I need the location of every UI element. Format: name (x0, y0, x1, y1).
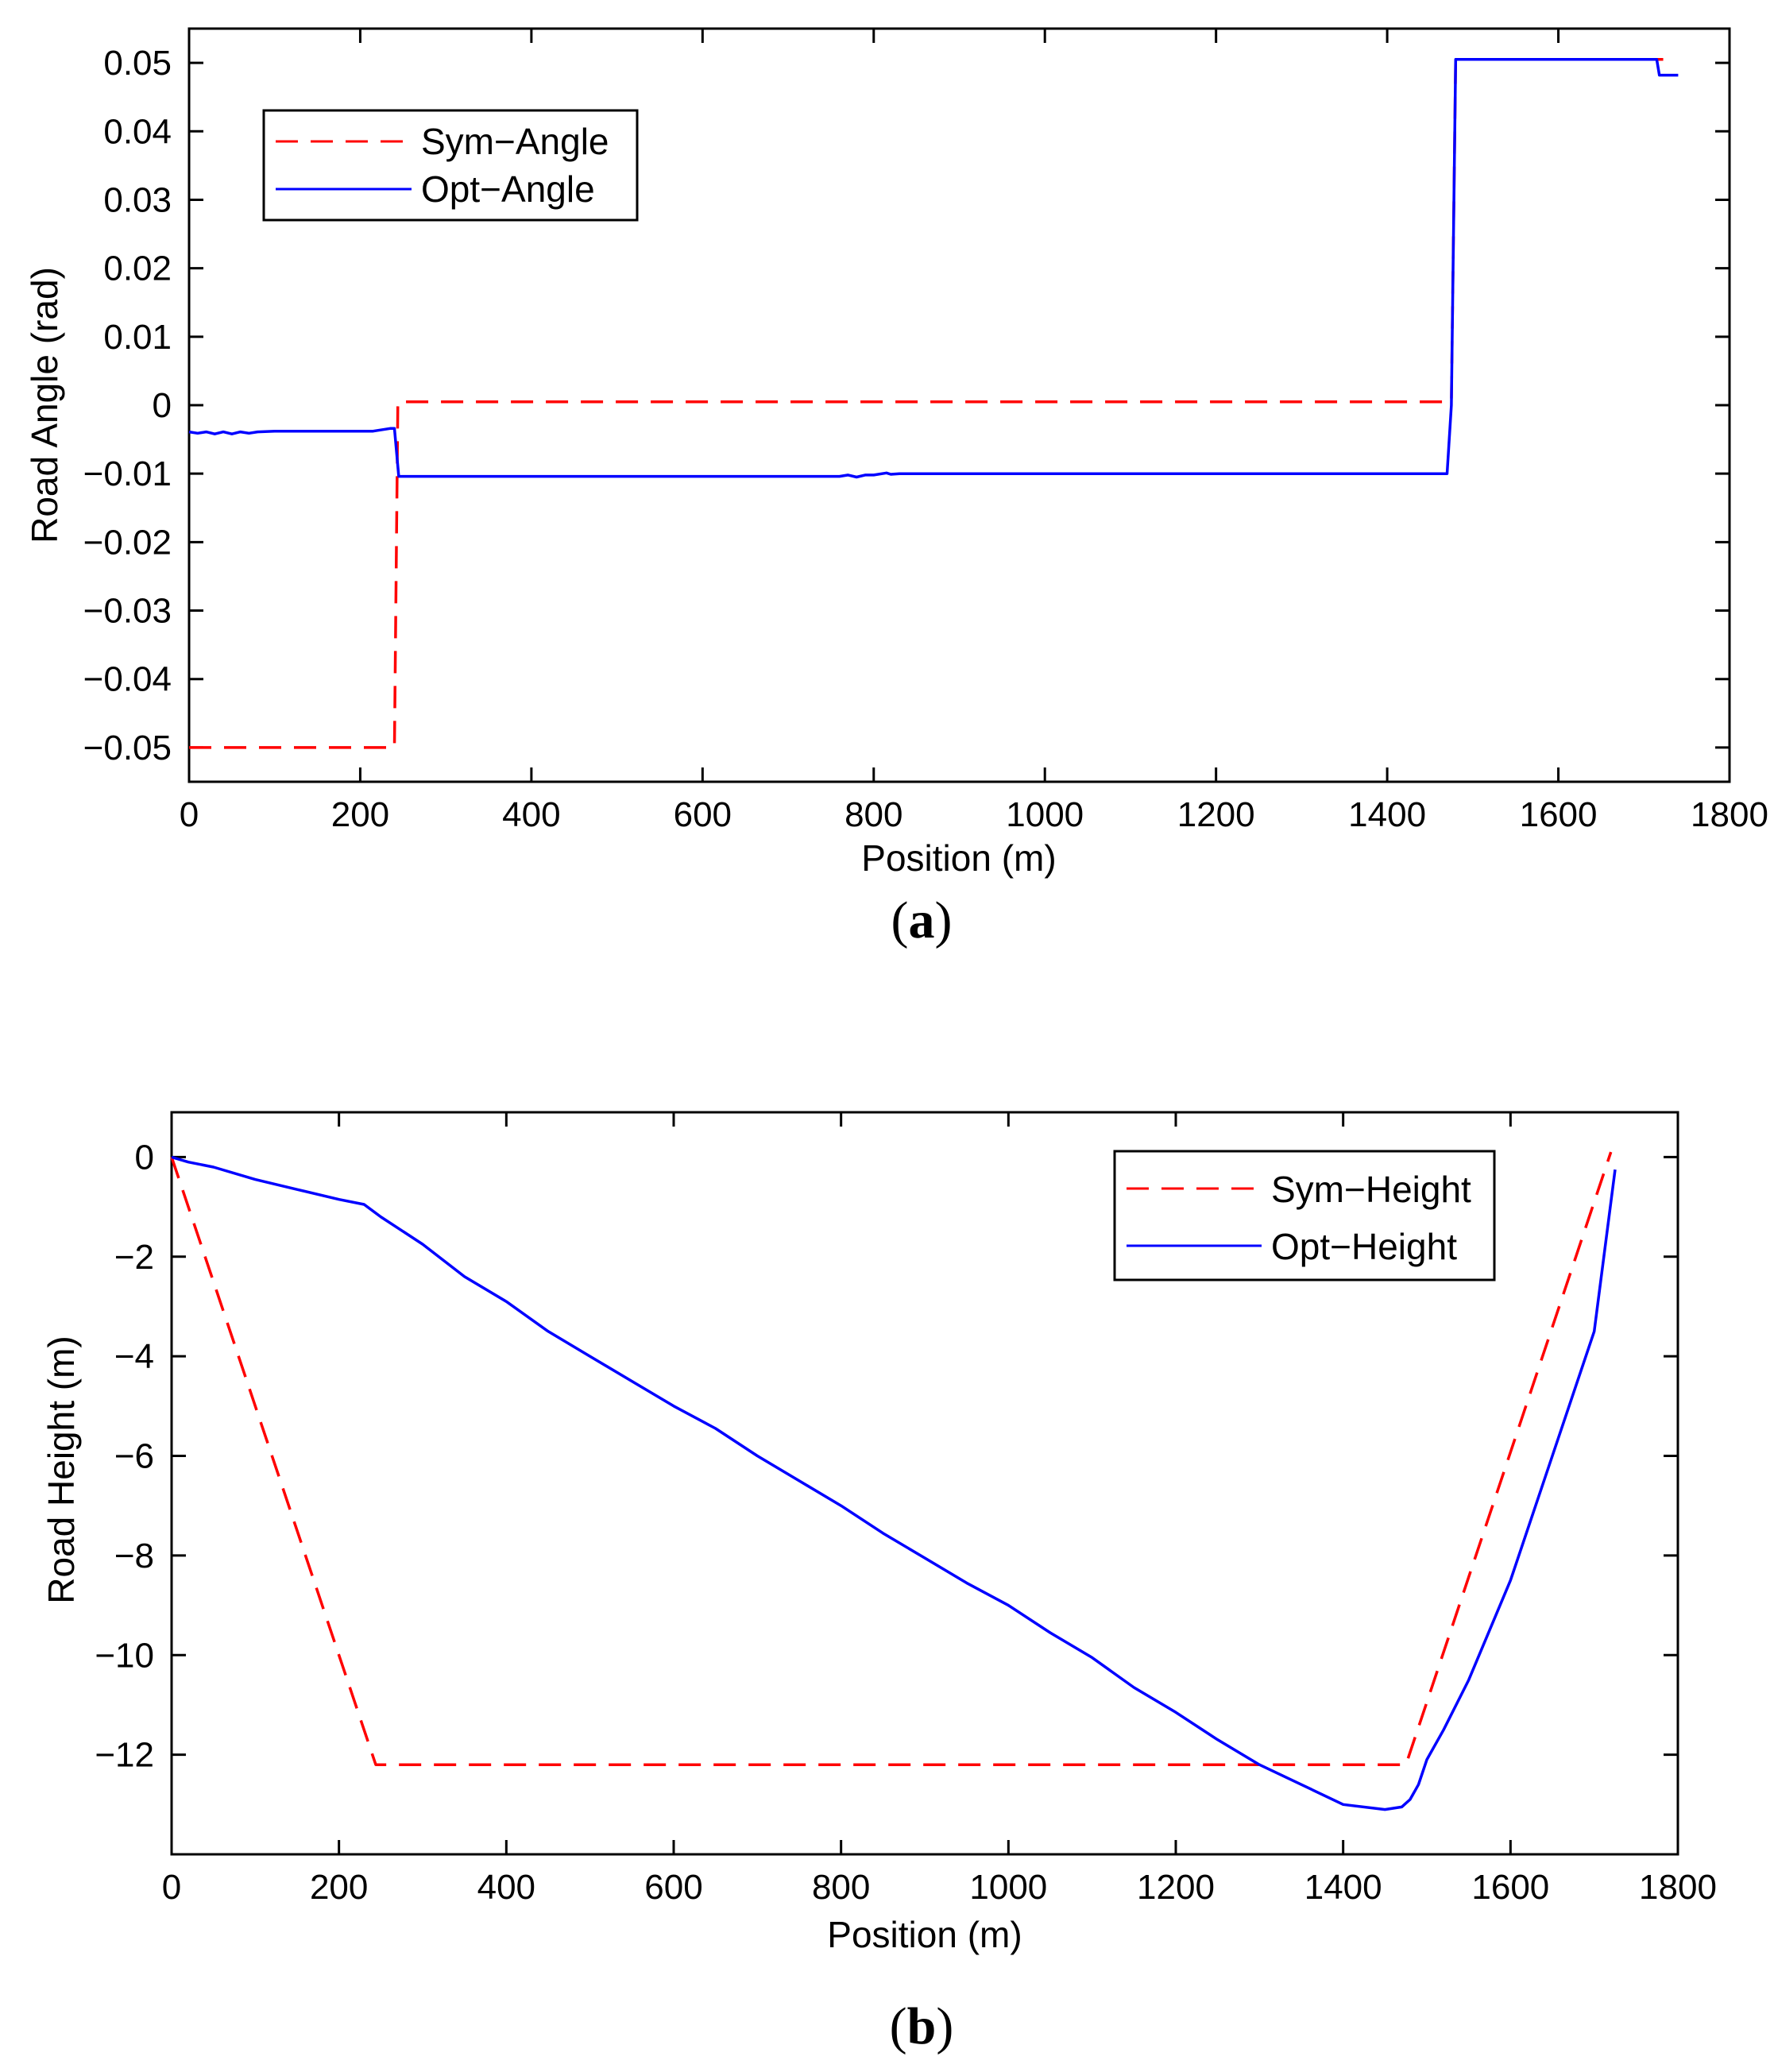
series-line-opt-a (188, 58, 1679, 479)
y-tick-label: −6 (114, 1437, 154, 1476)
legend-label-sym-angle: Sym−Angle (421, 121, 609, 162)
x-tick-label: 0 (180, 795, 199, 834)
y-tick-label: 0 (135, 1138, 154, 1177)
legend-b: Sym−Height Opt−Height (1113, 1150, 1496, 1281)
ticks-a: 0 200 400 600 800 1000 1200 1400 1600 1800 −0.05 −0… (83, 29, 1768, 834)
x-tick-label: 1400 (1304, 1868, 1382, 1907)
plot-frame-b (170, 1111, 1679, 1856)
x-tick-label: 400 (477, 1868, 535, 1907)
y-tick-label: −0.03 (83, 592, 172, 631)
x-tick-label: 1200 (1177, 795, 1255, 834)
x-tick-label: 200 (331, 795, 389, 834)
series-line-opt-b (171, 1155, 1617, 1811)
y-tick-label: 0.05 (103, 44, 172, 83)
legend-label-opt-height: Opt−Height (1271, 1226, 1457, 1267)
x-tick-label: 1800 (1639, 1868, 1717, 1907)
x-tick-label: 400 (502, 795, 560, 834)
y-tick-label: −12 (95, 1736, 154, 1775)
x-tick-label: 800 (812, 1868, 870, 1907)
legend-label-sym-height: Sym−Height (1271, 1169, 1471, 1210)
x-axis-label-b: Position (m) (827, 1914, 1022, 1955)
panel-a: 0 200 400 600 800 1000 1200 1400 1600 1800 −0.05 −0… (24, 27, 1768, 949)
x-tick-label: 1000 (969, 1868, 1047, 1907)
y-tick-label: −0.05 (83, 729, 172, 767)
x-tick-label: 0 (162, 1868, 181, 1907)
y-tick-label: −10 (95, 1636, 154, 1675)
y-tick-label: −0.01 (83, 454, 172, 493)
x-tick-label: 1000 (1006, 795, 1084, 834)
x-tick-label: 200 (310, 1868, 368, 1907)
y-axis-label-a: Road Angle (rad) (24, 267, 65, 543)
lines-b (170, 1151, 1617, 1811)
x-tick-label: 1600 (1471, 1868, 1549, 1907)
y-tick-label: −4 (114, 1337, 154, 1376)
y-tick-label: −0.02 (83, 523, 172, 562)
series-line-sym-b (170, 1151, 1613, 1766)
legend-box-b (1113, 1150, 1496, 1281)
panel-b: 0 200 400 600 800 1000 1200 1400 1600 1800 −12 −10 −… (41, 1111, 1717, 2055)
caption-b: (b) (890, 1997, 954, 2055)
legend-box-a (262, 109, 639, 222)
legend-label-opt-angle: Opt−Angle (421, 168, 595, 210)
x-tick-label: 1600 (1520, 795, 1598, 834)
y-tick-label: −8 (114, 1537, 154, 1575)
legend-a: Sym−Angle Opt−Angle (262, 109, 639, 222)
x-tick-label: 600 (674, 795, 732, 834)
caption-a: (a) (891, 891, 953, 949)
y-tick-label: 0.02 (103, 249, 172, 288)
y-tick-label: −0.04 (83, 660, 172, 699)
x-tick-label: 1400 (1348, 795, 1426, 834)
x-tick-label: 1800 (1691, 795, 1768, 834)
y-axis-label-b: Road Height (m) (41, 1336, 82, 1603)
y-tick-label: 0 (153, 386, 172, 425)
x-tick-label: 600 (644, 1868, 702, 1907)
x-axis-label-a: Position (m) (861, 837, 1056, 879)
y-tick-label: 0.04 (103, 112, 172, 151)
ticks-b: 0 200 400 600 800 1000 1200 1400 1600 1800 −12 −10 −… (95, 1112, 1717, 1907)
lines-a (188, 58, 1679, 749)
x-tick-label: 1200 (1137, 1868, 1215, 1907)
x-tick-label: 800 (844, 795, 902, 834)
y-tick-label: 0.01 (103, 318, 172, 357)
y-tick-label: −2 (114, 1238, 154, 1277)
y-tick-label: 0.03 (103, 180, 172, 219)
